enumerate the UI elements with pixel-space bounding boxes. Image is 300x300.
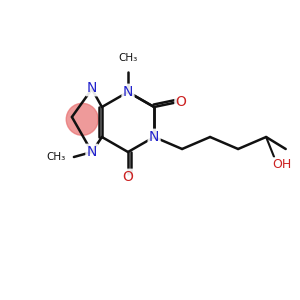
Text: CH₃: CH₃ [47,152,66,162]
Text: N: N [87,81,97,95]
Text: N: N [87,145,97,159]
Text: N: N [149,130,159,144]
Text: CH₃: CH₃ [118,53,138,63]
Text: N: N [123,85,133,99]
Text: OH: OH [272,158,292,172]
Circle shape [66,103,98,135]
Text: O: O [123,170,134,184]
Text: O: O [176,95,187,109]
